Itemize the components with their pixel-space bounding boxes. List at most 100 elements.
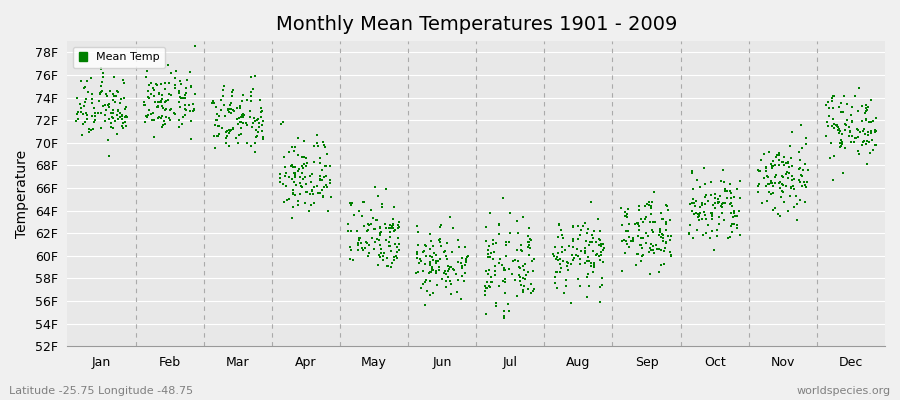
Point <box>224 110 238 116</box>
Point <box>364 235 379 241</box>
Point <box>383 264 398 270</box>
Point <box>821 99 835 106</box>
Point <box>166 110 181 117</box>
Point <box>643 219 657 226</box>
Point <box>302 190 317 197</box>
Point <box>140 68 155 74</box>
Point <box>663 232 678 239</box>
Point <box>209 116 223 123</box>
Point <box>227 108 241 114</box>
Point <box>451 277 465 283</box>
Point <box>154 98 168 104</box>
Point <box>730 225 744 231</box>
Point <box>440 256 454 262</box>
Point <box>642 249 656 256</box>
Point <box>717 186 732 192</box>
Point <box>860 138 875 144</box>
Point <box>691 217 706 224</box>
Point <box>617 250 632 256</box>
Point <box>834 100 849 106</box>
Point <box>230 105 244 111</box>
Point <box>711 195 725 202</box>
Point <box>423 231 437 238</box>
Point <box>94 78 109 85</box>
Point <box>155 96 169 102</box>
Point <box>491 260 506 266</box>
Point <box>497 265 511 271</box>
Point <box>454 260 468 266</box>
Point <box>827 121 842 127</box>
Point <box>220 135 234 142</box>
Point <box>168 85 183 92</box>
Point <box>344 228 358 234</box>
Point <box>139 113 153 119</box>
Point <box>653 262 668 268</box>
Point <box>256 127 270 134</box>
Point <box>118 104 132 110</box>
Point <box>482 243 496 249</box>
Point <box>713 192 727 199</box>
Point <box>723 188 737 194</box>
Point <box>104 124 119 130</box>
Point <box>838 121 852 127</box>
Point <box>659 227 673 233</box>
Point <box>248 140 263 147</box>
Point <box>654 230 669 237</box>
Point <box>511 230 526 236</box>
Point <box>715 204 729 211</box>
Point <box>362 222 376 228</box>
Point <box>550 268 564 275</box>
Point <box>724 190 739 196</box>
Point <box>212 123 226 129</box>
Point <box>484 279 499 286</box>
Point <box>178 106 193 112</box>
Point <box>832 140 847 146</box>
Point <box>685 168 699 174</box>
Point <box>351 236 365 243</box>
Point <box>550 254 564 260</box>
Point <box>482 283 497 289</box>
Point <box>632 203 646 210</box>
Point <box>418 279 432 285</box>
Point <box>382 243 396 249</box>
Point <box>243 142 257 149</box>
Point <box>161 62 176 68</box>
Point <box>827 153 842 159</box>
Point <box>219 140 233 146</box>
Point <box>830 123 844 129</box>
Point <box>621 228 635 234</box>
Point <box>162 115 176 122</box>
Point <box>224 106 238 112</box>
Point <box>387 257 401 264</box>
Point <box>256 118 270 124</box>
Point <box>516 263 530 270</box>
Point <box>423 278 437 284</box>
Point <box>77 85 92 92</box>
Point <box>639 240 653 246</box>
Point <box>566 223 580 230</box>
Point <box>243 114 257 120</box>
Point <box>583 263 598 270</box>
Point <box>221 108 236 115</box>
Point <box>103 100 117 107</box>
Point <box>451 236 465 243</box>
Point <box>822 113 836 119</box>
Point <box>497 315 511 322</box>
Point <box>313 155 328 162</box>
Point <box>766 158 780 164</box>
Point <box>350 242 365 248</box>
Point <box>824 123 839 130</box>
Point <box>699 192 714 198</box>
Point <box>253 97 267 103</box>
Point <box>850 148 865 154</box>
Point <box>178 94 193 101</box>
Point <box>93 90 107 96</box>
Point <box>690 176 705 183</box>
Point <box>391 235 405 241</box>
Point <box>411 228 426 235</box>
Point <box>788 186 802 192</box>
Point <box>379 185 393 192</box>
Point <box>727 213 742 220</box>
Point <box>770 152 784 158</box>
Point <box>645 219 660 226</box>
